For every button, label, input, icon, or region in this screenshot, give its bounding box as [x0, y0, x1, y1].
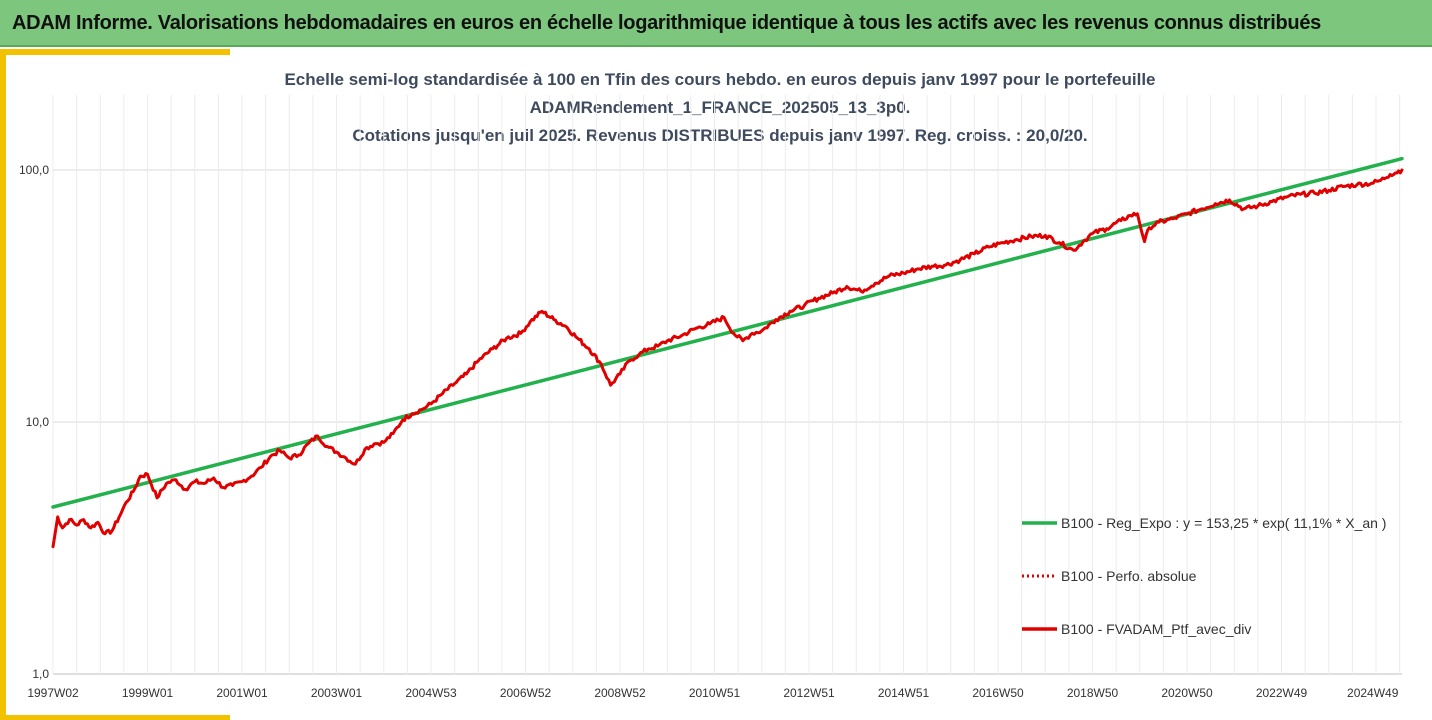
- x-tick-label: 2024W49: [1347, 686, 1399, 700]
- chart-title-line-1: Echelle semi-log standardisée à 100 en T…: [284, 70, 1156, 89]
- x-axis: 1997W02 1999W01 2001W01 2003W01 2004W53 2006W…: [27, 686, 1398, 700]
- accent-bar-top: [0, 49, 230, 55]
- gridlines: [52, 95, 1402, 675]
- series-layer: [51, 156, 1404, 549]
- x-tick-label: 2001W01: [216, 686, 268, 700]
- legend-label-2: B100 - FVADAM_Ptf_avec_div: [1061, 621, 1251, 637]
- page-title: ADAM Informe. Valorisations hebdomadaire…: [12, 12, 1321, 34]
- y-axis: 1,0 10,0 100,0: [19, 163, 49, 681]
- legend-label-0: B100 - Reg_Expo : y = 153,25 * exp( 11,1…: [1061, 515, 1386, 531]
- accent-bar-left: [0, 49, 6, 720]
- chart-title-line-2: ADAMRendement_1_FRANCE_202505_13_3p0.: [529, 98, 911, 117]
- legend: B100 - Reg_Expo : y = 153,25 * exp( 11,1…: [1022, 515, 1386, 637]
- series-line-2: [51, 168, 1404, 549]
- x-tick-label: 2010W51: [689, 686, 741, 700]
- x-tick-label: 2018W50: [1067, 686, 1119, 700]
- x-tick-label: 2016W50: [972, 686, 1024, 700]
- x-tick-label: 1997W02: [27, 686, 79, 700]
- x-tick-label: 2006W52: [500, 686, 552, 700]
- x-tick-label: 2022W49: [1256, 686, 1308, 700]
- x-tick-label: 2020W50: [1161, 686, 1213, 700]
- x-tick-label: 2008W52: [594, 686, 646, 700]
- accent-bar-bottom: [0, 715, 230, 720]
- x-tick-label: 2004W53: [405, 686, 457, 700]
- y-tick-label: 100,0: [19, 163, 49, 177]
- x-tick-label: 2014W51: [878, 686, 930, 700]
- x-tick-label: 2012W51: [783, 686, 835, 700]
- x-tick-label: 1999W01: [122, 686, 174, 700]
- y-tick-label: 10,0: [26, 415, 50, 429]
- header-bar: ADAM Informe. Valorisations hebdomadaire…: [0, 0, 1432, 47]
- y-tick-label: 1,0: [32, 667, 49, 681]
- legend-label-1: B100 - Perfo. absolue: [1061, 568, 1197, 584]
- x-tick-label: 2003W01: [311, 686, 363, 700]
